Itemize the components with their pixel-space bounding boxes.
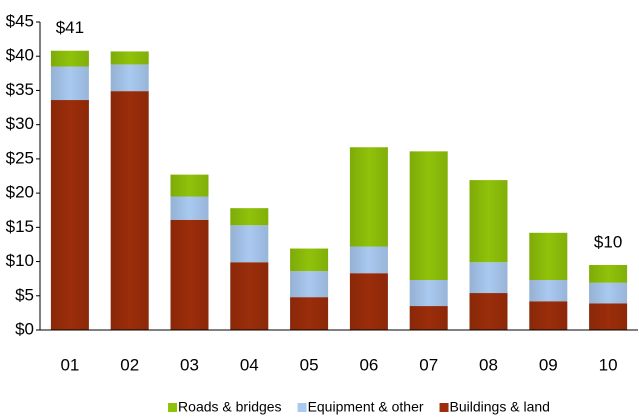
legend-swatch: [297, 403, 307, 412]
bar-shade: [230, 208, 269, 226]
bar-shade: [529, 232, 568, 281]
x-tick-label: 05: [300, 355, 319, 374]
bar-shade: [409, 280, 448, 307]
x-tick-label: 01: [60, 355, 79, 374]
y-tick-label: $0: [15, 319, 34, 338]
x-tick-label: 06: [359, 355, 378, 374]
bar-shade: [349, 273, 388, 330]
legend-label: Equipment & other: [308, 399, 424, 415]
y-tick-label: $20: [6, 183, 34, 202]
bar-shade: [589, 282, 628, 304]
y-tick-label: $35: [6, 80, 34, 99]
bar-shade: [469, 293, 508, 330]
bar-shade: [110, 64, 149, 92]
x-tick-label: 08: [479, 355, 498, 374]
bar-shade: [529, 280, 568, 302]
bar-shade: [529, 301, 568, 330]
legend-item: Roads & bridges: [168, 399, 282, 415]
bar-shade: [589, 264, 628, 283]
bar-shade: [409, 151, 448, 281]
legend-label: Roads & bridges: [178, 399, 282, 415]
bar-shade: [170, 219, 209, 330]
bar-shade: [589, 303, 628, 330]
legend-label: Buildings & land: [450, 399, 550, 415]
x-tick-label: 04: [240, 355, 259, 374]
x-tick-label: 07: [419, 355, 438, 374]
bar-shade: [230, 262, 269, 330]
bar-shade: [290, 297, 329, 330]
legend-item: Buildings & land: [439, 399, 550, 415]
x-tick-label: 10: [599, 355, 618, 374]
bar-shade: [110, 51, 149, 65]
legend-item: Equipment & other: [297, 399, 424, 415]
legend-swatch: [168, 403, 178, 412]
y-tick-label: $45: [6, 11, 34, 30]
bar-shade: [170, 196, 209, 220]
bar-shade: [50, 50, 89, 67]
annotation: $10: [594, 232, 622, 251]
bar-shade: [50, 100, 89, 330]
y-tick-label: $25: [6, 148, 34, 167]
bar-shade: [349, 246, 388, 274]
y-tick-label: $30: [6, 114, 34, 133]
bar-shade: [50, 66, 89, 101]
bar-shade: [409, 306, 448, 330]
y-tick-label: $10: [6, 251, 34, 270]
bar-shade: [469, 180, 508, 263]
bar-shade: [349, 147, 388, 247]
x-tick-label: 03: [180, 355, 199, 374]
x-tick-label: 02: [120, 355, 139, 374]
bar-shade: [290, 248, 329, 272]
bar-shade: [469, 262, 508, 294]
bar-shade: [110, 91, 149, 330]
x-tick-label: 09: [539, 355, 558, 374]
y-tick-label: $40: [6, 46, 34, 65]
bar-shade: [230, 225, 269, 263]
annotation: $41: [56, 18, 84, 37]
y-tick-label: $5: [15, 285, 34, 304]
legend-swatch: [439, 403, 449, 412]
bar-shade: [290, 271, 329, 298]
bar-shade: [170, 174, 209, 197]
y-tick-label: $15: [6, 217, 34, 236]
